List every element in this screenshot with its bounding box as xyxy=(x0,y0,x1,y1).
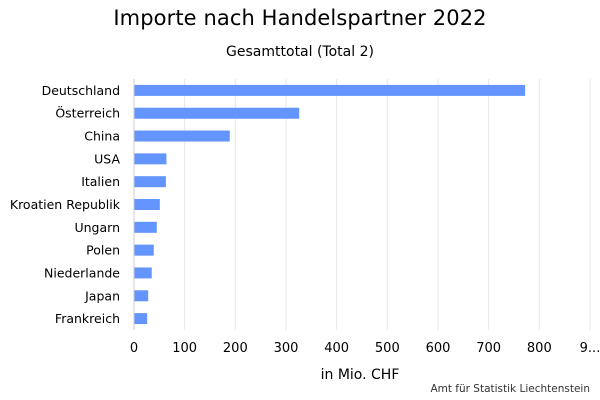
x-tick-label-2: 200 xyxy=(223,341,248,356)
x-tick-label-8: 800 xyxy=(527,341,552,356)
x-tick-label-5: 500 xyxy=(375,341,400,356)
bar-2 xyxy=(134,130,230,142)
bar-4 xyxy=(134,176,166,188)
x-tick-label-3: 300 xyxy=(274,341,299,356)
category-label-9: Japan xyxy=(84,288,120,303)
bar-9 xyxy=(134,290,149,302)
bar-3 xyxy=(134,153,167,165)
category-label-1: Österreich xyxy=(55,105,120,121)
x-tick-label-7: 700 xyxy=(476,341,501,356)
bar-7 xyxy=(134,244,154,256)
bar-1 xyxy=(134,107,300,119)
source-credit: Amt für Statistik Liechtenstein xyxy=(430,383,590,395)
chart-subtitle: Gesamttotal (Total 2) xyxy=(226,44,374,60)
category-label-2: China xyxy=(84,129,120,144)
bar-6 xyxy=(134,221,157,233)
x-tick-label-1: 100 xyxy=(172,341,197,356)
x-tick-label-0: 0 xyxy=(130,341,138,356)
category-label-5: Kroatien Republik xyxy=(10,197,121,212)
bar-5 xyxy=(134,199,160,210)
category-label-3: USA xyxy=(94,151,120,166)
x-axis-label: in Mio. CHF xyxy=(321,367,400,383)
category-label-10: Frankreich xyxy=(55,311,120,326)
bar-0 xyxy=(134,84,526,96)
bar-8 xyxy=(134,267,152,279)
category-label-6: Ungarn xyxy=(74,220,120,235)
category-label-4: Italien xyxy=(81,174,120,189)
chart-title: Importe nach Handelspartner 2022 xyxy=(113,6,487,30)
x-tick-label-9: 9... xyxy=(580,341,600,356)
category-label-0: Deutschland xyxy=(42,83,120,98)
category-label-7: Polen xyxy=(86,243,120,258)
x-tick-label-6: 600 xyxy=(426,341,451,356)
x-tick-label-4: 400 xyxy=(324,341,349,356)
category-label-8: Niederlande xyxy=(44,265,120,280)
bar-10 xyxy=(134,313,148,325)
